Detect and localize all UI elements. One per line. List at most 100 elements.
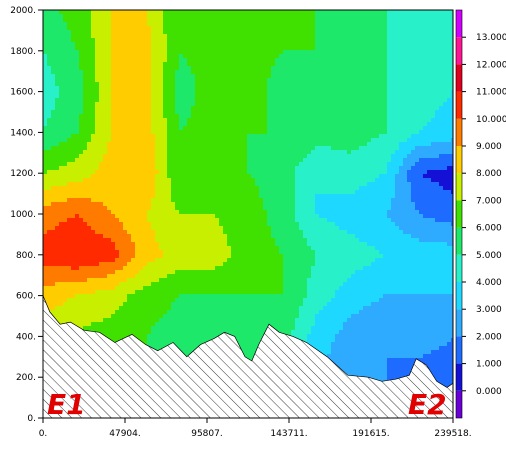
contour-cell <box>43 238 48 243</box>
contour-cell <box>135 22 140 27</box>
contour-cell <box>151 142 156 147</box>
contour-cell <box>219 50 224 55</box>
contour-cell <box>115 110 120 115</box>
contour-cell <box>123 70 128 75</box>
contour-cell <box>91 50 96 55</box>
contour-cell <box>59 206 64 211</box>
contour-cell <box>155 66 160 71</box>
contour-cell <box>167 314 172 319</box>
contour-cell <box>151 262 156 267</box>
contour-cell <box>115 226 120 231</box>
contour-cell <box>155 218 160 223</box>
contour-cell <box>111 326 116 331</box>
contour-cell <box>171 162 176 167</box>
contour-cell <box>79 230 84 235</box>
contour-cell <box>179 250 184 255</box>
contour-cell <box>79 286 84 291</box>
contour-cell <box>95 302 100 307</box>
contour-cell <box>203 322 208 327</box>
contour-cell <box>59 298 64 303</box>
contour-cell <box>207 78 212 83</box>
contour-cell <box>123 210 128 215</box>
contour-cell <box>83 170 88 175</box>
contour-cell <box>67 138 72 143</box>
contour-cell <box>47 242 52 247</box>
contour-cell <box>71 190 76 195</box>
contour-cell <box>95 110 100 115</box>
contour-cell <box>179 70 184 75</box>
contour-cell <box>83 14 88 19</box>
contour-cell <box>127 178 132 183</box>
contour-cell <box>179 166 184 171</box>
contour-cell <box>155 38 160 43</box>
contour-cell <box>203 242 208 247</box>
contour-cell <box>55 258 60 263</box>
contour-cell <box>143 306 148 311</box>
contour-cell <box>151 146 156 151</box>
contour-cell <box>211 198 216 203</box>
contour-cell <box>99 254 104 259</box>
contour-cell <box>67 102 72 107</box>
contour-cell <box>127 282 132 287</box>
contour-cell <box>99 314 104 319</box>
contour-cell <box>155 246 160 251</box>
contour-cell <box>227 198 232 203</box>
contour-cell <box>215 82 220 87</box>
contour-cell <box>199 286 204 291</box>
contour-cell <box>179 130 184 135</box>
contour-cell <box>67 46 72 51</box>
contour-cell <box>179 194 184 199</box>
contour-cell <box>99 318 104 323</box>
contour-cell <box>199 154 204 159</box>
contour-cell <box>183 250 188 255</box>
contour-cell <box>195 98 200 103</box>
contour-cell <box>231 206 236 211</box>
contour-cell <box>107 166 112 171</box>
contour-cell <box>147 50 152 55</box>
contour-cell <box>55 74 60 79</box>
contour-cell <box>175 174 180 179</box>
contour-cell <box>143 162 148 167</box>
contour-cell <box>179 62 184 67</box>
contour-cell <box>95 174 100 179</box>
contour-cell <box>191 82 196 87</box>
contour-cell <box>143 242 148 247</box>
contour-cell <box>211 70 216 75</box>
contour-cell <box>179 342 184 347</box>
contour-cell <box>151 86 156 91</box>
contour-cell <box>191 10 196 15</box>
contour-cell <box>111 62 116 67</box>
contour-cell <box>119 298 124 303</box>
contour-cell <box>47 226 52 231</box>
contour-cell <box>103 314 108 319</box>
contour-cell <box>115 158 120 163</box>
contour-cell <box>183 114 188 119</box>
contour-cell <box>163 286 168 291</box>
contour-cell <box>139 86 144 91</box>
contour-cell <box>171 210 176 215</box>
contour-cell <box>59 26 64 31</box>
contour-cell <box>199 162 204 167</box>
contour-cell <box>235 50 240 55</box>
contour-cell <box>143 222 148 227</box>
contour-cell <box>111 302 116 307</box>
contour-cell <box>187 54 192 59</box>
contour-cell <box>155 54 160 59</box>
contour-cell <box>99 190 104 195</box>
contour-cell <box>207 318 212 323</box>
contour-cell <box>99 266 104 271</box>
contour-cell <box>175 94 180 99</box>
contour-cell <box>135 334 140 339</box>
contour-cell <box>199 118 204 123</box>
contour-cell <box>179 18 184 23</box>
contour-cell <box>139 78 144 83</box>
contour-cell <box>203 182 208 187</box>
contour-cell <box>167 294 172 299</box>
contour-cell <box>199 30 204 35</box>
contour-cell <box>171 102 176 107</box>
contour-cell <box>171 254 176 259</box>
contour-cell <box>191 118 196 123</box>
contour-cell <box>111 42 116 47</box>
contour-cell <box>211 286 216 291</box>
contour-cell <box>99 50 104 55</box>
